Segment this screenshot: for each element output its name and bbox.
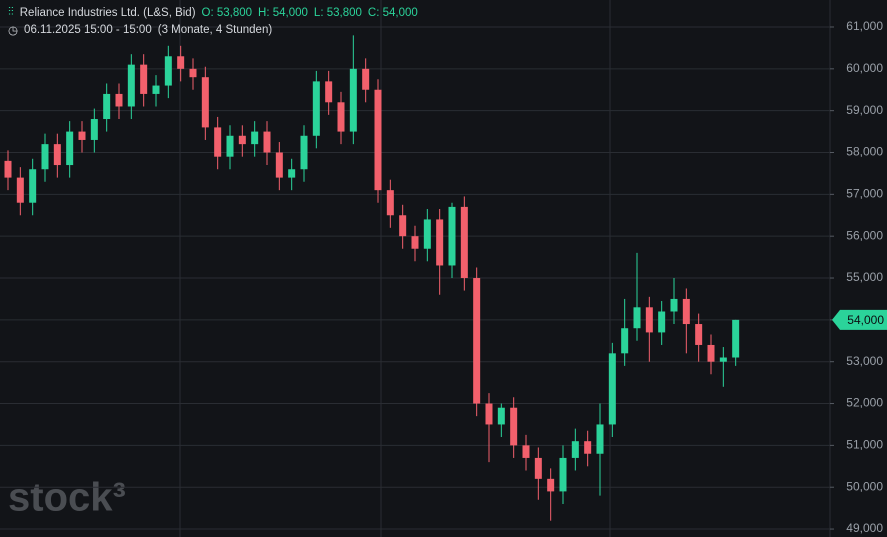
candle-body xyxy=(362,68,370,90)
watermark: stock³ xyxy=(8,476,126,520)
candle-body xyxy=(682,298,690,325)
candle-body xyxy=(411,236,419,249)
candle-body xyxy=(732,319,740,358)
candle-body xyxy=(275,152,283,178)
candle-body xyxy=(16,177,24,203)
candle-body xyxy=(707,344,715,362)
candle-body xyxy=(423,219,431,249)
candle-body xyxy=(4,160,12,178)
y-tick-label: 53,000 xyxy=(846,354,883,368)
candle-body xyxy=(485,403,493,425)
candle-body xyxy=(695,324,703,345)
candle-body xyxy=(115,93,123,107)
y-tick-label: 52,000 xyxy=(846,396,883,410)
candle-body xyxy=(534,457,542,479)
candle-body xyxy=(312,81,320,136)
candle-body xyxy=(103,93,111,120)
candle-body xyxy=(510,407,518,446)
candle-body xyxy=(325,81,333,103)
header-line: ◷ 06.11.2025 15:00 - 15:00 (3 Monate, 4 … xyxy=(8,23,272,37)
candle-body xyxy=(78,131,86,140)
candle-body xyxy=(719,357,727,362)
candle-body xyxy=(473,278,481,404)
candle-body xyxy=(571,441,579,458)
candle-body xyxy=(337,102,345,132)
candle-body xyxy=(349,68,357,132)
candle-body xyxy=(374,89,382,191)
y-tick-label: 55,000 xyxy=(846,270,883,284)
candle-body xyxy=(399,215,407,237)
y-tick-label: 51,000 xyxy=(846,438,883,452)
candle-body xyxy=(288,169,296,178)
candle-body xyxy=(251,131,259,145)
candle-body xyxy=(460,206,468,279)
price-tag xyxy=(832,309,887,330)
candle-body xyxy=(263,131,271,153)
candle-body xyxy=(522,445,530,458)
header-line: ⫶⫶ Reliance Industries Ltd. (L&S, Bid) O… xyxy=(8,6,418,19)
candle-body xyxy=(177,56,185,69)
price-label: 54,000 xyxy=(847,313,884,327)
candle-body xyxy=(621,328,629,354)
candle-body xyxy=(547,478,555,492)
period: (3 Monate, 4 Stunden) xyxy=(157,24,273,36)
candle-body xyxy=(29,169,37,203)
candle-body xyxy=(226,135,234,157)
candle-body xyxy=(164,56,172,86)
y-tick-label: 57,000 xyxy=(846,187,883,201)
candle-body xyxy=(436,219,444,266)
candle-body xyxy=(448,206,456,266)
candle-body xyxy=(140,64,148,94)
candle-body xyxy=(90,119,98,140)
candle-body xyxy=(608,353,616,425)
y-tick-label: 50,000 xyxy=(846,479,883,493)
y-tick-label: 56,000 xyxy=(846,228,883,242)
stat: L: 53,800 xyxy=(313,6,362,19)
candle-body xyxy=(66,131,74,166)
candle-body xyxy=(238,135,246,145)
candle-body xyxy=(497,407,505,425)
candle-body xyxy=(41,144,49,170)
candle-body xyxy=(596,424,604,454)
candle-body xyxy=(645,307,653,333)
subtitle: 06.11.2025 15:00 - 15:00 xyxy=(24,24,152,36)
candle-body xyxy=(53,144,61,166)
candle-body xyxy=(658,311,666,333)
candle-body xyxy=(127,64,135,107)
stat: O: 53,800 xyxy=(201,6,253,19)
title: Reliance Industries Ltd. (L&S, Bid) xyxy=(19,6,196,19)
candle-body xyxy=(633,307,641,329)
icon: ◷ xyxy=(8,25,19,37)
icon: ⫶⫶ xyxy=(8,6,14,18)
candle-body xyxy=(670,298,678,312)
candle-body xyxy=(300,135,308,170)
candle-body xyxy=(559,457,567,492)
candle-body xyxy=(152,85,160,94)
y-tick-label: 59,000 xyxy=(846,103,883,117)
candle-body xyxy=(189,68,197,78)
stat: C: 54,000 xyxy=(367,6,418,19)
stat: H: 54,000 xyxy=(258,6,308,19)
y-tick-label: 49,000 xyxy=(846,521,883,535)
candle-body xyxy=(214,127,222,157)
candle-body xyxy=(386,190,394,216)
y-tick-label: 61,000 xyxy=(846,19,883,33)
candle-body xyxy=(201,77,209,128)
candle-body xyxy=(584,441,592,454)
y-tick-label: 60,000 xyxy=(846,61,883,75)
y-tick-label: 58,000 xyxy=(846,145,883,159)
